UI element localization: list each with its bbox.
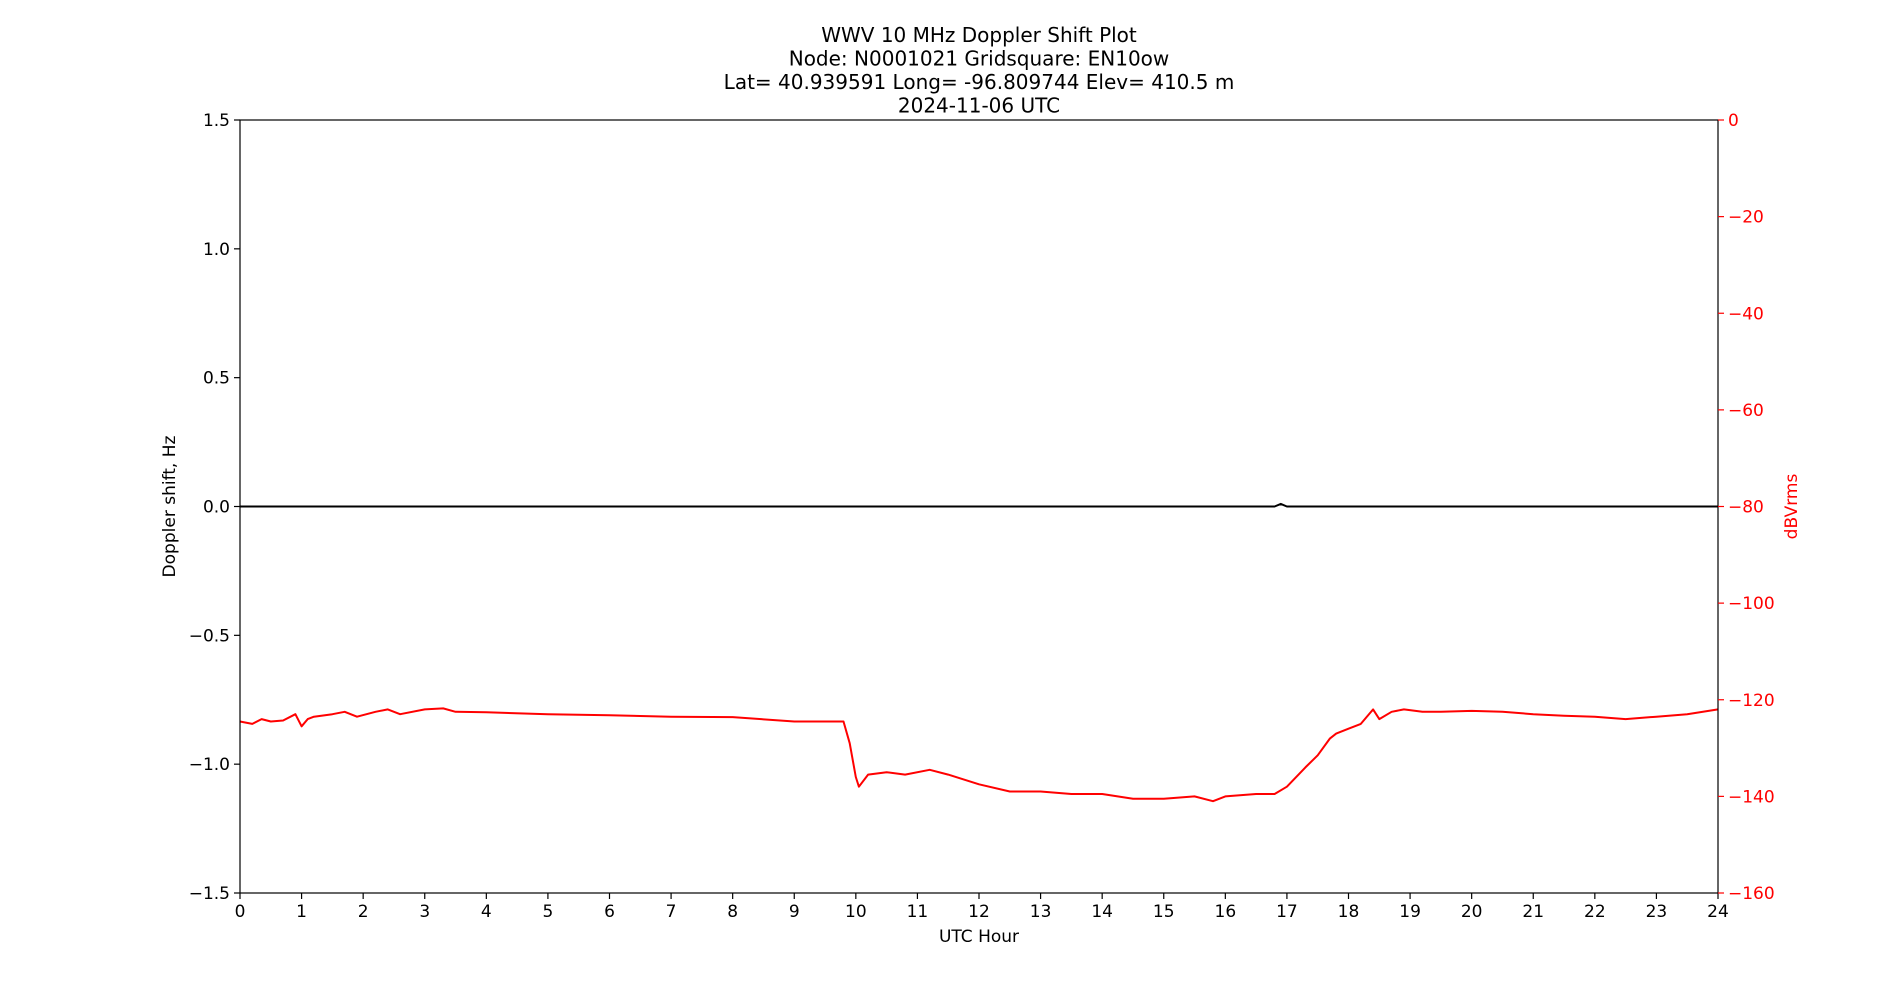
x-tick-label: 9 xyxy=(789,902,800,922)
title-line: 2024-11-06 UTC xyxy=(898,94,1060,118)
y-tick-label: 0.0 xyxy=(203,498,230,518)
x-tick-label: 2 xyxy=(358,902,369,922)
y-tick-label: −0.5 xyxy=(189,626,230,646)
y2-tick-label: −60 xyxy=(1728,401,1764,421)
x-tick-label: 14 xyxy=(1091,902,1113,922)
x-tick-label: 5 xyxy=(543,902,554,922)
y-axis-left: 1.5 1.0 0.5 0.0 −0.5 −1.0 −1.5 xyxy=(189,111,240,904)
y2-tick-label: −160 xyxy=(1728,884,1775,904)
y-tick-label: 1.5 xyxy=(203,111,230,131)
x-tick-label: 20 xyxy=(1461,902,1483,922)
y-tick-label: 0.5 xyxy=(203,369,230,389)
plot-area xyxy=(239,119,1719,894)
title-line: Lat= 40.939591 Long= -96.809744 Elev= 41… xyxy=(724,70,1235,94)
y-axis-label: Doppler shift, Hz xyxy=(160,435,180,577)
x-axis: 0 1 2 3 4 5 6 7 8 9 10 11 12 13 14 15 16 17 18 19 20 21 22 23 24 xyxy=(235,893,1729,922)
title-line: WWV 10 MHz Doppler Shift Plot xyxy=(821,23,1137,47)
x-tick-label: 12 xyxy=(968,902,990,922)
series-layer xyxy=(239,502,1719,803)
y-tick-label: −1.5 xyxy=(189,884,230,904)
x-tick-label: 23 xyxy=(1646,902,1668,922)
y2-tick-label: −80 xyxy=(1728,498,1764,518)
x-tick-label: 0 xyxy=(235,902,246,922)
title-line: Node: N0001021 Gridsquare: EN10ow xyxy=(789,47,1170,71)
x-tick-label: 21 xyxy=(1522,902,1544,922)
y-axis-right: 0 −20 −40 −60 −80 −100 −120 −140 −160 xyxy=(1718,111,1775,904)
x-axis-label: UTC Hour xyxy=(939,927,1019,947)
x-tick-label: 19 xyxy=(1399,902,1421,922)
x-tick-label: 18 xyxy=(1338,902,1360,922)
y-tick-label: −1.0 xyxy=(189,755,230,775)
x-tick-label: 11 xyxy=(907,902,929,922)
y2-axis-label: dBVrms xyxy=(1782,474,1802,540)
x-tick-label: 8 xyxy=(727,902,738,922)
y2-tick-label: −120 xyxy=(1728,691,1775,711)
x-tick-label: 22 xyxy=(1584,902,1606,922)
x-tick-label: 17 xyxy=(1276,902,1298,922)
y2-tick-label: −20 xyxy=(1728,208,1764,228)
doppler-series-line xyxy=(240,502,1718,508)
x-tick-label: 1 xyxy=(296,902,307,922)
x-tick-label: 24 xyxy=(1707,902,1729,922)
x-tick-label: 7 xyxy=(666,902,677,922)
y2-tick-label: −100 xyxy=(1728,594,1775,614)
y2-tick-label: 0 xyxy=(1728,111,1739,131)
power-series-line xyxy=(239,707,1719,803)
x-tick-label: 13 xyxy=(1030,902,1052,922)
y-tick-label: 1.0 xyxy=(203,240,230,260)
x-tick-label: 10 xyxy=(845,902,867,922)
x-tick-label: 15 xyxy=(1153,902,1175,922)
x-tick-label: 4 xyxy=(481,902,492,922)
x-tick-label: 16 xyxy=(1215,902,1237,922)
y2-tick-label: −140 xyxy=(1728,787,1775,807)
x-tick-label: 6 xyxy=(604,902,615,922)
x-tick-label: 3 xyxy=(419,902,430,922)
y2-tick-label: −40 xyxy=(1728,304,1764,324)
